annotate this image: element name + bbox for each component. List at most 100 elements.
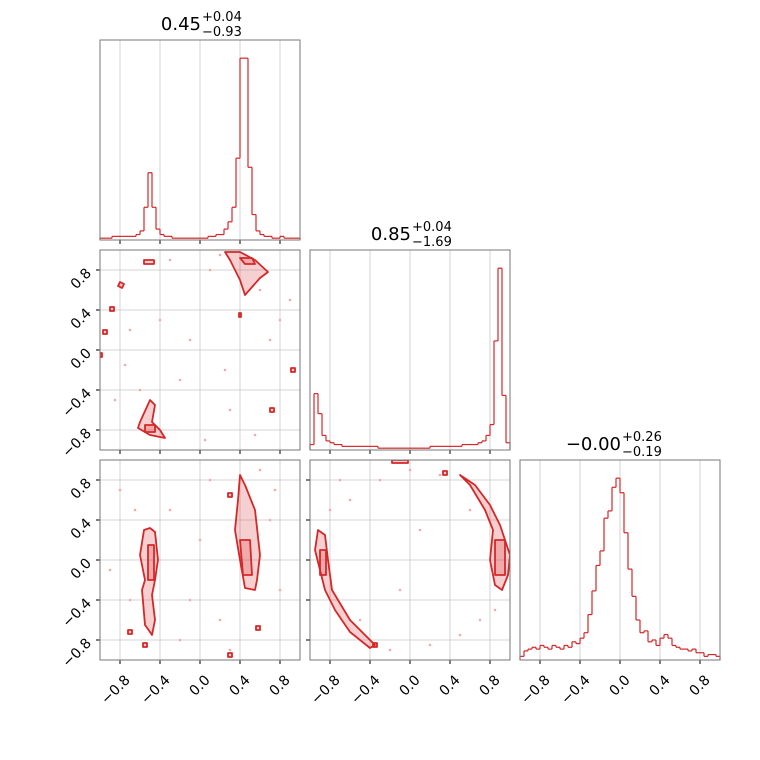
sample-point	[113, 398, 117, 402]
title-value: −0.00	[566, 434, 621, 455]
contour	[139, 527, 159, 636]
sample-point	[268, 518, 272, 522]
sample-point	[468, 508, 472, 512]
axes-frame	[99, 39, 301, 241]
contour	[143, 259, 155, 265]
sample-point	[328, 508, 332, 512]
y-tick-label: 0.4	[68, 305, 95, 332]
sample-point	[168, 258, 172, 262]
axes-frame	[519, 459, 721, 661]
contour	[127, 629, 133, 635]
sample-point	[228, 648, 232, 652]
axes-frame	[99, 249, 301, 451]
title-minus: −1.69	[412, 235, 452, 250]
sample-point	[493, 608, 497, 612]
contour	[227, 492, 233, 498]
panel-title: 0.45	[161, 14, 201, 35]
sample-point	[223, 368, 227, 372]
x-tick-label: 0.8	[477, 672, 504, 699]
sample-point	[128, 328, 132, 332]
y-tick-label: 0.4	[68, 515, 95, 542]
contour	[459, 474, 510, 591]
y-tick-label: 0.8	[68, 476, 95, 503]
contour	[269, 407, 275, 413]
y-tick-label: −0.8	[59, 636, 94, 671]
x-tick-label: −0.4	[138, 672, 173, 707]
sample-point	[203, 438, 207, 442]
x-tick-label: −0.4	[348, 672, 383, 707]
y-tick-label: −0.4	[59, 385, 94, 420]
sample-point	[478, 618, 482, 622]
sample-point	[398, 588, 402, 592]
sample-point	[378, 478, 382, 482]
sample-point	[258, 468, 262, 472]
sample-point	[288, 298, 292, 302]
y-tick-label: 0.0	[68, 556, 95, 583]
title-minus: −0.93	[202, 25, 242, 40]
title-minus: −0.19	[622, 445, 662, 460]
x-tick-label: 0.8	[267, 672, 294, 699]
sample-point	[428, 643, 432, 647]
sample-point	[348, 498, 352, 502]
sample-point	[218, 618, 222, 622]
sample-point	[218, 253, 222, 257]
x-tick-label: 0.0	[187, 672, 214, 699]
sample-point	[118, 488, 122, 492]
sample-point	[188, 598, 192, 602]
sample-point	[253, 433, 257, 437]
sample-point	[388, 648, 392, 652]
panel	[100, 251, 296, 442]
sample-point	[358, 618, 362, 622]
x-tick-label: 0.0	[607, 672, 634, 699]
panel-title: 0.85	[371, 224, 411, 245]
contour	[238, 312, 242, 318]
contour	[227, 652, 233, 658]
axes-frame	[99, 459, 301, 661]
sample-point	[168, 508, 172, 512]
contour	[109, 306, 115, 312]
contour	[117, 281, 125, 289]
y-tick-label: 0.0	[68, 346, 95, 373]
sample-point	[198, 538, 202, 542]
sample-point	[208, 268, 212, 272]
contour	[142, 642, 148, 648]
contour	[319, 549, 327, 576]
title-plus: +0.26	[622, 430, 662, 445]
x-tick-label: −0.8	[308, 672, 343, 707]
title-plus: +0.04	[412, 220, 452, 235]
x-tick-label: −0.4	[558, 672, 593, 707]
sample-point	[108, 568, 112, 572]
x-tick-label: 0.4	[437, 672, 464, 699]
contour	[494, 539, 506, 576]
contour	[102, 329, 108, 335]
sample-point	[268, 338, 272, 342]
x-tick-label: 0.8	[687, 672, 714, 699]
sample-point	[228, 408, 232, 412]
sample-point	[418, 528, 422, 532]
sample-point	[128, 598, 132, 602]
panel	[314, 460, 510, 652]
contour	[314, 529, 376, 649]
x-tick-label: −0.8	[518, 672, 553, 707]
sample-point	[188, 338, 192, 342]
contour	[147, 544, 155, 581]
x-tick-label: −0.8	[98, 672, 133, 707]
sample-point	[278, 588, 282, 592]
contour	[290, 367, 296, 373]
sample-point	[208, 478, 212, 482]
contour	[239, 257, 256, 265]
x-tick-label: 0.4	[227, 672, 254, 699]
y-tick-label: 0.8	[68, 266, 95, 293]
sample-point	[133, 508, 137, 512]
panel	[108, 468, 282, 658]
y-tick-label: −0.4	[59, 595, 94, 630]
title-value: 0.45	[161, 14, 201, 35]
contour	[224, 251, 269, 296]
contour	[391, 460, 409, 464]
contour	[442, 470, 448, 476]
contour	[372, 642, 378, 648]
sample-point	[178, 638, 182, 642]
sample-point	[123, 363, 127, 367]
